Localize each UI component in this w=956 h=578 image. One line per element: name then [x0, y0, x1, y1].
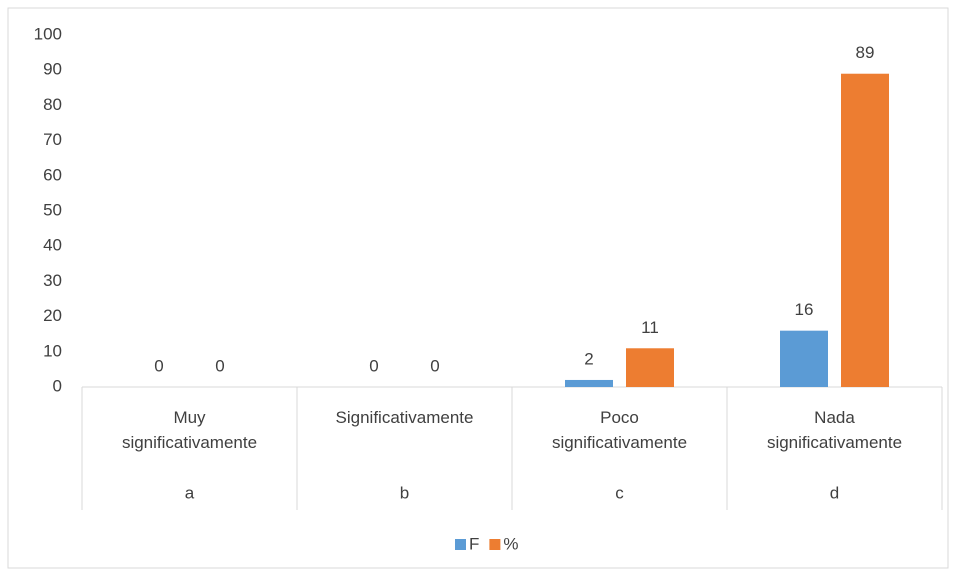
y-tick-label: 40	[43, 236, 62, 255]
y-tick-label: 100	[34, 24, 62, 43]
x-tick-label: Nada significativamente	[766, 408, 903, 452]
chart-border	[7, 7, 949, 569]
y-tick-label: 80	[43, 95, 62, 114]
legend-swatch	[455, 539, 466, 550]
data-label: 11	[641, 318, 659, 337]
data-label: 89	[856, 43, 875, 62]
data-label: 0	[430, 356, 439, 375]
x-tick-label: Muy significativamente	[121, 408, 258, 452]
data-label: 0	[215, 356, 224, 375]
x-tick-label: Significativamente	[335, 408, 474, 427]
x-group-label: a	[185, 483, 195, 502]
bar	[841, 73, 889, 387]
x-group-label: b	[400, 483, 409, 502]
x-group-label: c	[615, 483, 624, 502]
y-tick-label: 50	[43, 200, 62, 219]
data-label: 16	[795, 300, 814, 319]
legend-swatch	[489, 539, 501, 550]
legend-label: F	[469, 534, 479, 553]
y-tick-label: 10	[43, 341, 62, 360]
bar	[780, 330, 828, 387]
bar	[626, 348, 674, 387]
legend-label: %	[503, 534, 518, 553]
data-label: 0	[369, 356, 378, 375]
x-group-label: d	[830, 483, 839, 502]
y-tick-label: 20	[43, 306, 62, 325]
data-label: 0	[154, 356, 163, 375]
x-tick-label: Poco significativamente	[551, 408, 688, 452]
y-tick-label: 30	[43, 271, 62, 290]
y-tick-label: 0	[53, 376, 62, 395]
data-label: 2	[584, 349, 593, 368]
bar	[565, 379, 613, 387]
y-tick-label: 70	[43, 130, 62, 149]
y-tick-label: 60	[43, 165, 62, 184]
y-tick-label: 90	[43, 60, 62, 79]
